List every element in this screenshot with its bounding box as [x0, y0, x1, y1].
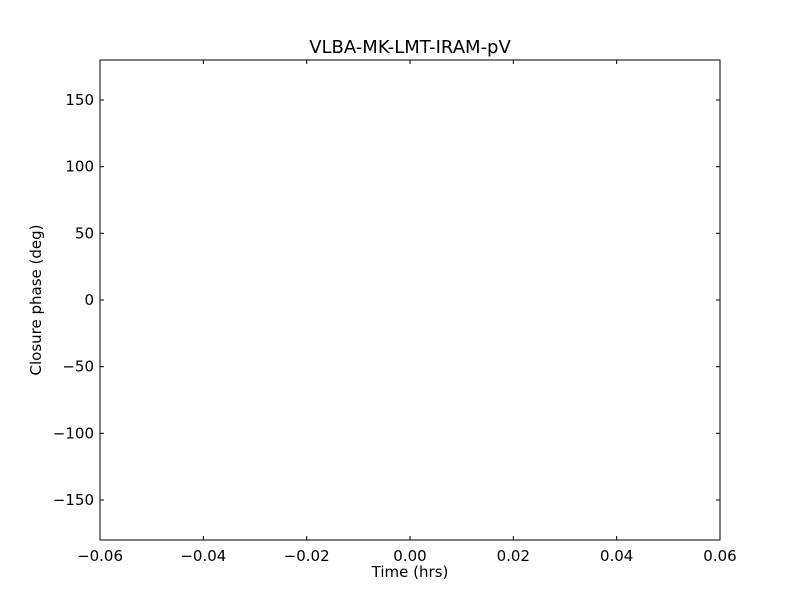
y-tick-label: −150 [53, 491, 94, 509]
y-axis-label: Closure phase (deg) [27, 225, 45, 376]
ticks: −0.06 −0.04 −0.02 0.00 0.02 0.04 0.06 −150 −100 −… [53, 60, 737, 565]
x-axis-label: Time (hrs) [371, 563, 449, 581]
x-tick-label: 0.04 [600, 547, 633, 565]
y-tick-label: 0 [84, 291, 94, 309]
plot-area [99, 59, 721, 541]
x-tick-label: −0.02 [284, 547, 330, 565]
x-tick-label: 0.00 [393, 547, 426, 565]
y-tick-label: −100 [53, 424, 94, 442]
x-tick-label: 0.06 [703, 547, 736, 565]
x-tick-label: −0.04 [180, 547, 226, 565]
x-tick-label: −0.06 [77, 547, 123, 565]
y-tick-label: −50 [62, 358, 94, 376]
y-tick-label: 150 [65, 91, 94, 109]
x-tick-label: 0.02 [497, 547, 530, 565]
y-tick-label: 100 [65, 158, 94, 176]
chart-title: VLBA-MK-LMT-IRAM-pV [309, 37, 511, 58]
y-tick-label: 50 [75, 224, 94, 242]
